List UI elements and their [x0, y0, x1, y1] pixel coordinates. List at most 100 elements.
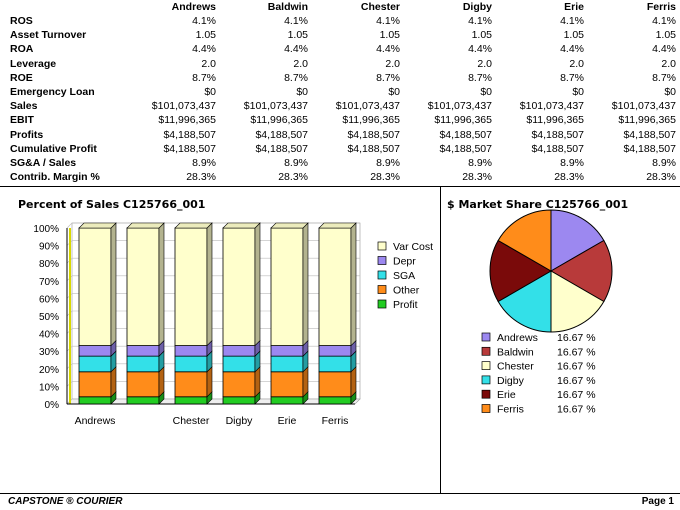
table-cell: $4,188,507 — [531, 128, 584, 141]
table-cell: 8.9% — [376, 156, 400, 169]
legend-swatch — [377, 241, 387, 251]
table-cell: 8.7% — [652, 71, 676, 84]
bar-top — [126, 222, 165, 229]
table-cell: $4,188,507 — [347, 142, 400, 155]
row-label: ROE — [10, 71, 33, 84]
pie-slice-erie — [489, 239, 552, 303]
table-cell: 2.0 — [661, 57, 676, 70]
legend-swatch — [377, 299, 387, 309]
footer-divider — [0, 493, 680, 494]
table-cell: 1.05 — [287, 29, 308, 42]
bar-segment-other — [270, 366, 309, 398]
column-header: Andrews — [171, 1, 216, 13]
legend-label: Ferris — [497, 404, 524, 416]
table-cell: $101,073,437 — [519, 100, 584, 113]
table-cell: 4.1% — [284, 15, 308, 28]
bar-face — [318, 355, 352, 373]
table-cell: 2.0 — [569, 57, 584, 70]
bar-segment-var-cost — [270, 222, 309, 347]
header-blank — [0, 0, 128, 14]
gridline-diagonal — [66, 222, 73, 229]
y-tick-label: 90% — [39, 242, 59, 253]
row-label: Emergency Loan — [10, 86, 95, 99]
legend-swatch — [481, 346, 491, 356]
legend-value: 16.67 % — [557, 332, 596, 344]
table-cell: 28.3% — [186, 171, 216, 184]
table-row: Emergency Loan $0 $0 $0 $0 $0 $0 — [0, 85, 680, 99]
bar-face — [126, 355, 160, 373]
table-cell: $4,188,507 — [439, 128, 492, 141]
table-cell: 28.3% — [462, 171, 492, 184]
table-cell: $11,996,365 — [526, 114, 584, 127]
row-label: Profits — [10, 128, 44, 141]
table-cell: 28.3% — [646, 171, 676, 184]
row-label: Cumulative Profit — [10, 142, 97, 155]
table-cell: 8.7% — [284, 71, 308, 84]
legend-swatch — [481, 332, 491, 342]
column-header: Erie — [564, 1, 584, 13]
bar-side — [254, 222, 261, 347]
table-cell: $11,996,365 — [434, 114, 492, 127]
table-row: ROA 4.4% 4.4% 4.4% 4.4% 4.4% 4.4% — [0, 42, 680, 56]
bar-top — [270, 222, 309, 229]
bar-face — [222, 345, 256, 357]
table-cell: 8.9% — [652, 156, 676, 169]
table-row: ROS 4.1% 4.1% 4.1% 4.1% 4.1% 4.1% — [0, 14, 680, 28]
table-cell: $0 — [480, 86, 492, 99]
y-tick-label: 30% — [39, 347, 59, 358]
bar-segment-var-cost — [222, 222, 261, 347]
row-label: Asset Turnover — [10, 29, 87, 42]
bar-face — [270, 227, 304, 346]
row-label: Sales — [10, 100, 38, 113]
bar-face — [222, 371, 256, 398]
table-row: Contrib. Margin % 28.3% 28.3% 28.3% 28.3% 28.… — [0, 170, 680, 184]
bar-face — [174, 396, 208, 405]
panel-divider — [440, 186, 441, 493]
table-cell: $101,073,437 — [427, 100, 492, 113]
bar-face — [318, 345, 352, 357]
bar-face — [126, 227, 160, 346]
table-cell: $4,188,507 — [531, 142, 584, 155]
bar-segment-other — [78, 366, 117, 398]
bar-face — [318, 227, 352, 346]
table-cell: 8.7% — [192, 71, 216, 84]
column-header: Ferris — [646, 1, 676, 13]
y-tick-label: 10% — [39, 382, 59, 393]
table-row: Profits $4,188,507 $4,188,507 $4,188,507 $4,… — [0, 128, 680, 142]
pie-slice-digby — [497, 270, 552, 333]
legend-label: Var Cost — [393, 241, 433, 253]
table-cell: 4.1% — [376, 15, 400, 28]
market-share-pie-chart: Andrews 16.67 % Baldwin 16.67 % Chester 16.67… — [481, 209, 613, 416]
y-tick-label: 0% — [45, 400, 60, 411]
bar-face — [222, 355, 256, 373]
table-cell: 4.4% — [192, 43, 216, 56]
bar-face — [222, 396, 256, 405]
y-tick-label: 60% — [39, 294, 59, 305]
table-cell: 8.7% — [468, 71, 492, 84]
pie-slice-baldwin — [549, 239, 613, 303]
table-cell: 4.1% — [192, 15, 216, 28]
row-label: Leverage — [10, 57, 57, 70]
table-cell: 4.4% — [468, 43, 492, 56]
legend-swatch — [377, 285, 387, 294]
x-tick-label: Chester — [173, 415, 210, 427]
table-cell: $101,073,437 — [243, 100, 308, 113]
bar-face — [78, 371, 112, 398]
legend-swatch — [377, 256, 387, 265]
table-cell: 4.1% — [652, 15, 676, 28]
row-label: ROA — [10, 43, 34, 56]
financial-summary-table: Andrews Baldwin Chester Digby Erie Ferri… — [0, 0, 680, 184]
table-cell: $0 — [572, 86, 584, 99]
legend-label: Digby — [497, 375, 525, 387]
table-cell: $4,188,507 — [439, 142, 492, 155]
market-share-title: $ Market Share C125766_001 — [447, 198, 629, 211]
table-header-row: Andrews Baldwin Chester Digby Erie Ferri… — [0, 0, 680, 14]
table-cell: $4,188,507 — [623, 142, 676, 155]
bar-top — [174, 222, 213, 229]
legend-label: Other — [393, 285, 420, 297]
table-cell: 8.9% — [560, 156, 584, 169]
bar-face — [174, 371, 208, 398]
bar-side — [158, 222, 165, 347]
row-label: SG&A / Sales — [10, 156, 77, 169]
column-header: Baldwin — [267, 1, 308, 13]
